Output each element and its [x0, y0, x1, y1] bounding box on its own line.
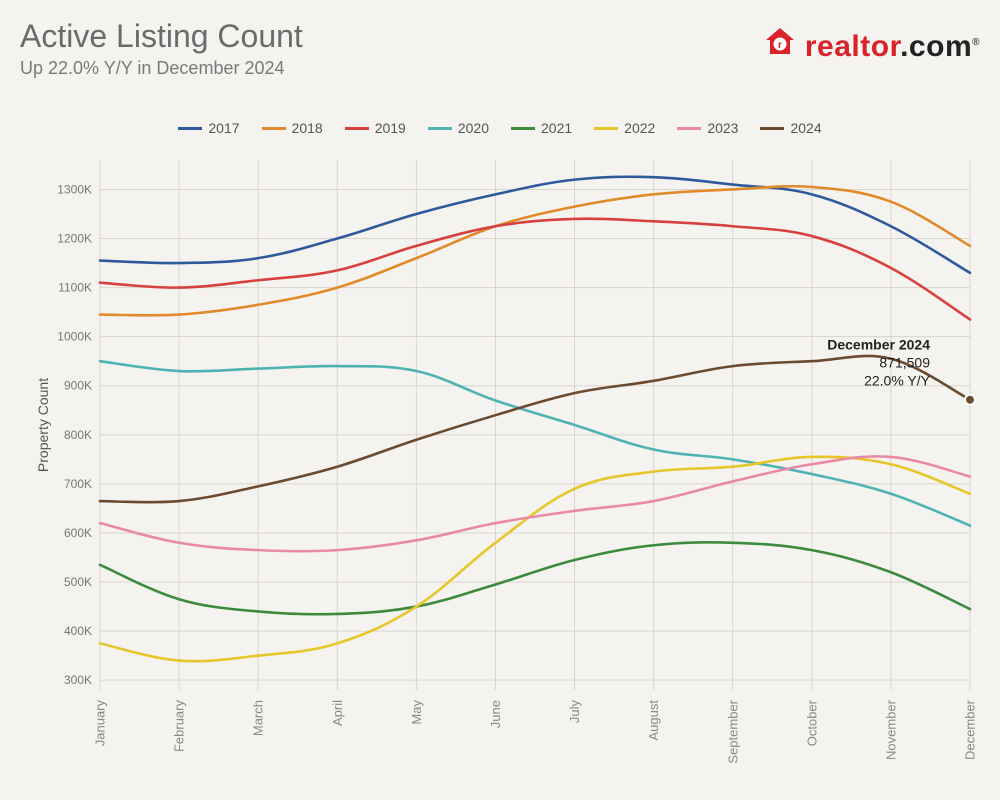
logo-brand: realtor [805, 30, 900, 63]
logo-text: realtor.com® [805, 30, 980, 64]
series-2018 [100, 186, 970, 315]
chart-legend: 2017 2018 2019 2020 2021 2022 2023 2024 [0, 120, 1000, 136]
series-2019 [100, 219, 970, 320]
svg-text:300K: 300K [64, 673, 92, 687]
legend-swatch [511, 127, 535, 130]
svg-text:June: June [488, 700, 503, 728]
legend-swatch [428, 127, 452, 130]
legend-swatch [178, 127, 202, 130]
callout-marker [965, 395, 975, 405]
house-icon: r [763, 26, 797, 56]
series-2022 [100, 457, 970, 661]
svg-text:1000K: 1000K [57, 330, 92, 344]
svg-text:1300K: 1300K [57, 182, 92, 196]
svg-text:Property Count: Property Count [35, 378, 51, 472]
series-2017 [100, 177, 970, 273]
svg-text:r: r [778, 40, 782, 51]
legend-swatch [677, 127, 701, 130]
svg-text:November: November [883, 699, 898, 760]
logo-registered: ® [972, 37, 980, 48]
legend-swatch [760, 127, 784, 130]
legend-label: 2022 [624, 120, 655, 136]
svg-text:December: December [963, 699, 978, 760]
legend-item-2021[interactable]: 2021 [511, 120, 572, 136]
legend-label: 2021 [541, 120, 572, 136]
callout-line-2: 22.0% Y/Y [864, 373, 931, 389]
svg-text:February: February [172, 700, 187, 753]
logo-suffix: .com [900, 30, 972, 63]
callout-line-1: 871,509 [879, 355, 930, 371]
legend-item-2020[interactable]: 2020 [428, 120, 489, 136]
brand-logo: r realtor.com® [763, 26, 980, 64]
series-2021 [100, 542, 970, 614]
callout-line-0: December 2024 [827, 337, 930, 353]
legend-label: 2023 [707, 120, 738, 136]
line-chart: 300K 400K 500K 600K 700K 800K 900K 1000K 1100K 12… [30, 150, 980, 790]
svg-text:400K: 400K [64, 624, 92, 638]
page-title: Active Listing Count [20, 18, 303, 55]
svg-text:700K: 700K [64, 477, 92, 491]
legend-label: 2024 [790, 120, 821, 136]
svg-text:March: March [251, 700, 266, 736]
legend-item-2023[interactable]: 2023 [677, 120, 738, 136]
legend-label: 2020 [458, 120, 489, 136]
svg-text:August: August [646, 700, 661, 741]
svg-text:October: October [804, 699, 819, 746]
legend-item-2024[interactable]: 2024 [760, 120, 821, 136]
legend-swatch [262, 127, 286, 130]
svg-text:January: January [93, 700, 108, 747]
series-2023 [100, 456, 970, 551]
svg-text:April: April [330, 700, 345, 726]
svg-text:500K: 500K [64, 575, 92, 589]
legend-item-2017[interactable]: 2017 [178, 120, 239, 136]
legend-item-2018[interactable]: 2018 [262, 120, 323, 136]
svg-text:600K: 600K [64, 526, 92, 540]
svg-text:May: May [409, 700, 424, 725]
page-subtitle: Up 22.0% Y/Y in December 2024 [20, 58, 285, 79]
chart-svg: 300K 400K 500K 600K 700K 800K 900K 1000K 1100K 12… [30, 150, 980, 790]
legend-label: 2018 [292, 120, 323, 136]
legend-swatch [594, 127, 618, 130]
svg-text:September: September [725, 699, 740, 763]
svg-text:July: July [567, 700, 582, 724]
legend-swatch [345, 127, 369, 130]
svg-text:900K: 900K [64, 379, 92, 393]
svg-text:1100K: 1100K [58, 281, 92, 295]
legend-item-2019[interactable]: 2019 [345, 120, 406, 136]
legend-item-2022[interactable]: 2022 [594, 120, 655, 136]
legend-label: 2019 [375, 120, 406, 136]
svg-text:1200K: 1200K [57, 232, 92, 246]
svg-text:800K: 800K [64, 428, 92, 442]
legend-label: 2017 [208, 120, 239, 136]
